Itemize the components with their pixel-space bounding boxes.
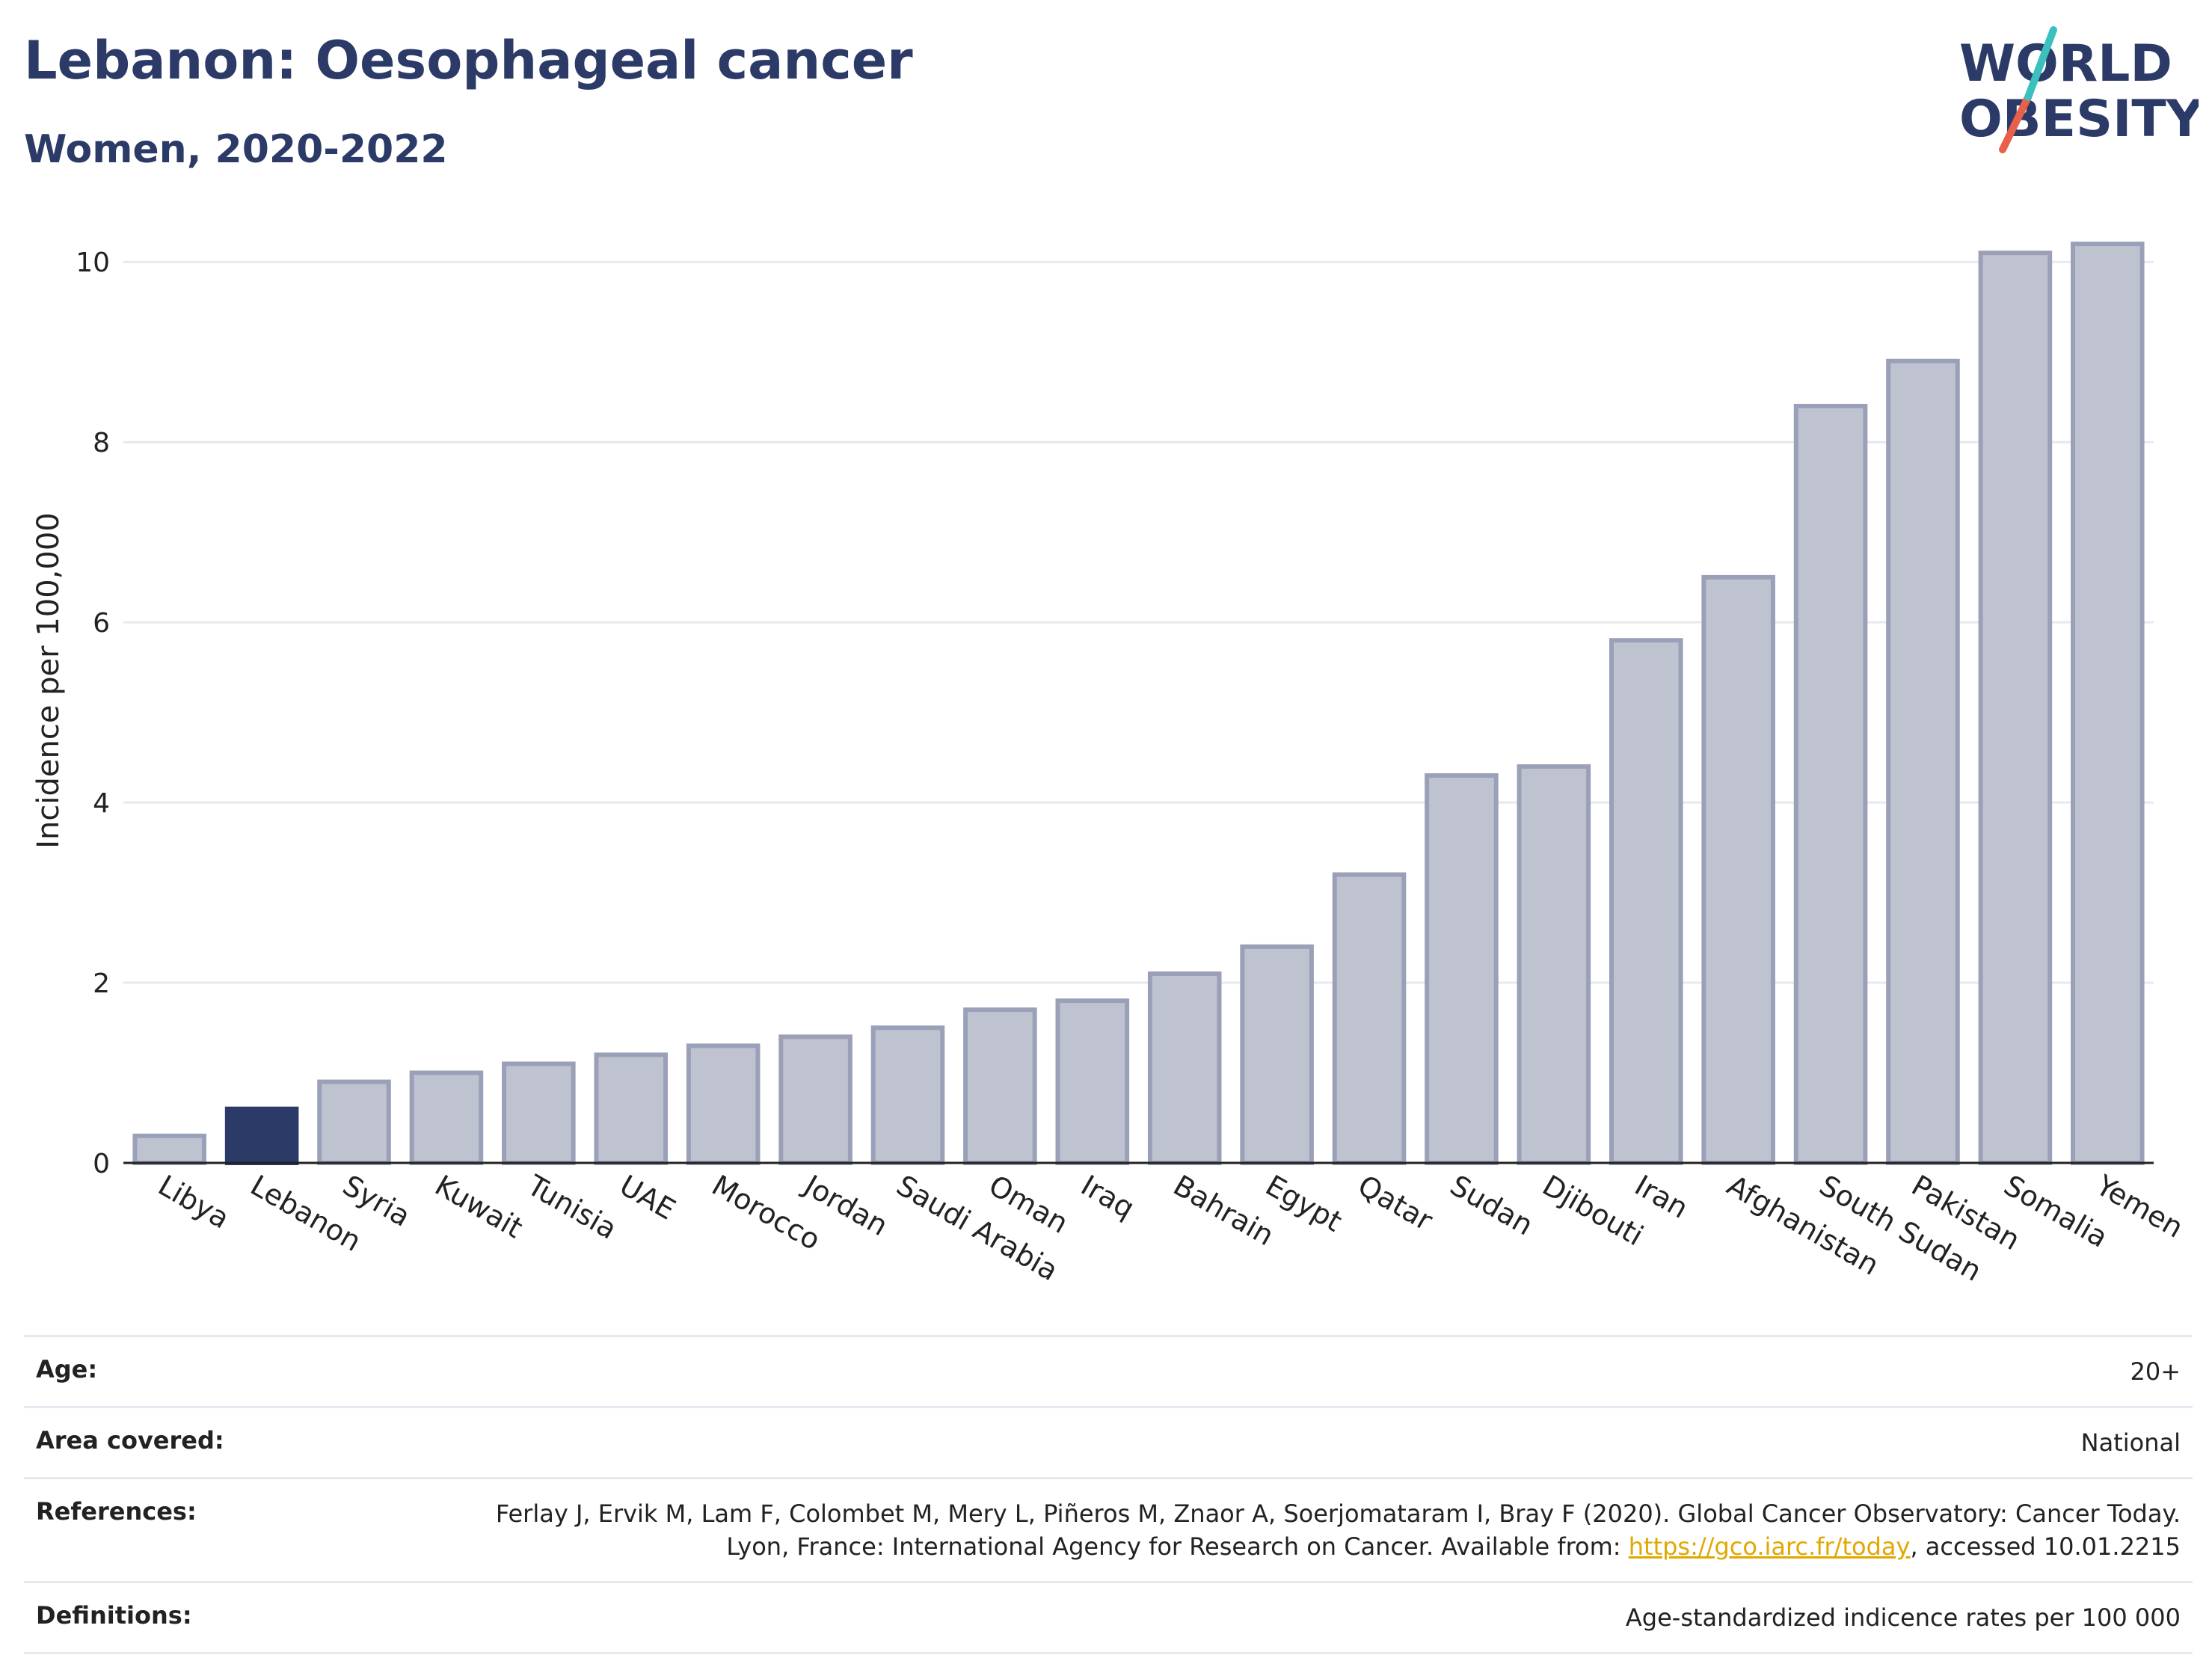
y-axis-title: Incidence per 100,000 bbox=[31, 512, 66, 849]
info-row-area: Area covered: National bbox=[24, 1406, 2193, 1477]
bar-syria bbox=[317, 1079, 391, 1165]
bar-bahrain bbox=[1147, 971, 1222, 1165]
bar-pakistan bbox=[1886, 358, 1960, 1165]
bar-djibouti bbox=[1517, 764, 1591, 1165]
logo-text-obesity: OBESITY bbox=[1959, 90, 2199, 149]
info-row-references: References: Ferlay J, Ervik M, Lam F, Co… bbox=[24, 1477, 2193, 1581]
bar-uae bbox=[594, 1052, 669, 1166]
references-link[interactable]: https://gco.iarc.fr/today bbox=[1628, 1532, 1911, 1561]
x-tick-label: UAE bbox=[614, 1169, 681, 1226]
references-value: Ferlay J, Ervik M, Lam F, Colombet M, Me… bbox=[461, 1497, 2181, 1563]
x-tick-label: Libya bbox=[153, 1169, 235, 1235]
x-tick-label: Iran bbox=[1629, 1169, 1694, 1225]
references-label: References: bbox=[36, 1497, 197, 1526]
logo-teal-stroke bbox=[2024, 26, 2057, 101]
area-value: National bbox=[2080, 1428, 2181, 1457]
bar-saudi-arabia bbox=[870, 1025, 945, 1166]
chart-subtitle: Women, 2020-2022 bbox=[24, 127, 448, 172]
world-obesity-logo: WORLD OBESITY bbox=[1959, 26, 2199, 153]
x-tick-label: Bahrain bbox=[1168, 1169, 1279, 1253]
bar-south-sudan bbox=[1793, 404, 1868, 1165]
info-row-definitions: Definitions: Age-standardized indicence … bbox=[24, 1581, 2193, 1654]
bar-jordan bbox=[778, 1034, 852, 1166]
definitions-label: Definitions: bbox=[36, 1601, 192, 1630]
bar-morocco bbox=[686, 1043, 761, 1166]
gridlines bbox=[123, 260, 2154, 984]
bar-iraq bbox=[1055, 998, 1130, 1165]
bar-afghanistan bbox=[1701, 574, 1775, 1165]
y-tick-label: 8 bbox=[93, 428, 110, 458]
bar-somalia bbox=[1978, 251, 2053, 1166]
y-tick-label: 2 bbox=[93, 968, 110, 999]
y-tick-labels: 0 2 4 6 8 10 bbox=[76, 248, 110, 1179]
bar-yemen bbox=[2071, 242, 2145, 1166]
x-tick-label: Kuwait bbox=[429, 1169, 528, 1245]
chart-title: Lebanon: Oesophageal cancer bbox=[24, 30, 913, 91]
logo-red-stroke bbox=[1999, 93, 2032, 153]
bar-libya bbox=[132, 1133, 206, 1166]
x-tick-label: Iraq bbox=[1075, 1169, 1140, 1225]
y-tick-label: 0 bbox=[93, 1149, 110, 1179]
bar-tunisia bbox=[502, 1061, 576, 1165]
bar-lebanon bbox=[224, 1106, 299, 1165]
bar-qatar bbox=[1332, 872, 1407, 1165]
info-table: Age: 20+ Area covered: National Referenc… bbox=[24, 1335, 2193, 1654]
definitions-value: Age-standardized indicence rates per 100… bbox=[1625, 1603, 2181, 1632]
y-tick-label: 4 bbox=[93, 788, 110, 819]
area-label: Area covered: bbox=[36, 1426, 224, 1455]
logo-text-world: WORLD bbox=[1959, 34, 2172, 93]
age-value: 20+ bbox=[2130, 1357, 2181, 1386]
bar-egypt bbox=[1240, 944, 1314, 1165]
y-tick-label: 6 bbox=[93, 608, 110, 639]
x-tick-label: Sudan bbox=[1445, 1169, 1539, 1242]
references-accessed: , accessed 10.01.2215 bbox=[1910, 1532, 2181, 1561]
y-tick-label: 10 bbox=[76, 248, 110, 278]
bar-sudan bbox=[1425, 773, 1499, 1165]
info-row-age: Age: 20+ bbox=[24, 1335, 2193, 1406]
bar-iran bbox=[1609, 638, 1683, 1165]
bars bbox=[132, 242, 2145, 1166]
x-tick-label: Qatar bbox=[1353, 1169, 1439, 1238]
x-tick-label: Djibouti bbox=[1537, 1169, 1649, 1253]
age-label: Age: bbox=[36, 1355, 98, 1384]
bar-oman bbox=[963, 1007, 1037, 1165]
bar-kuwait bbox=[409, 1070, 484, 1165]
x-tick-label: Tunisia bbox=[521, 1168, 622, 1246]
references-text: Ferlay J, Ervik M, Lam F, Colombet M, Me… bbox=[495, 1499, 2181, 1561]
